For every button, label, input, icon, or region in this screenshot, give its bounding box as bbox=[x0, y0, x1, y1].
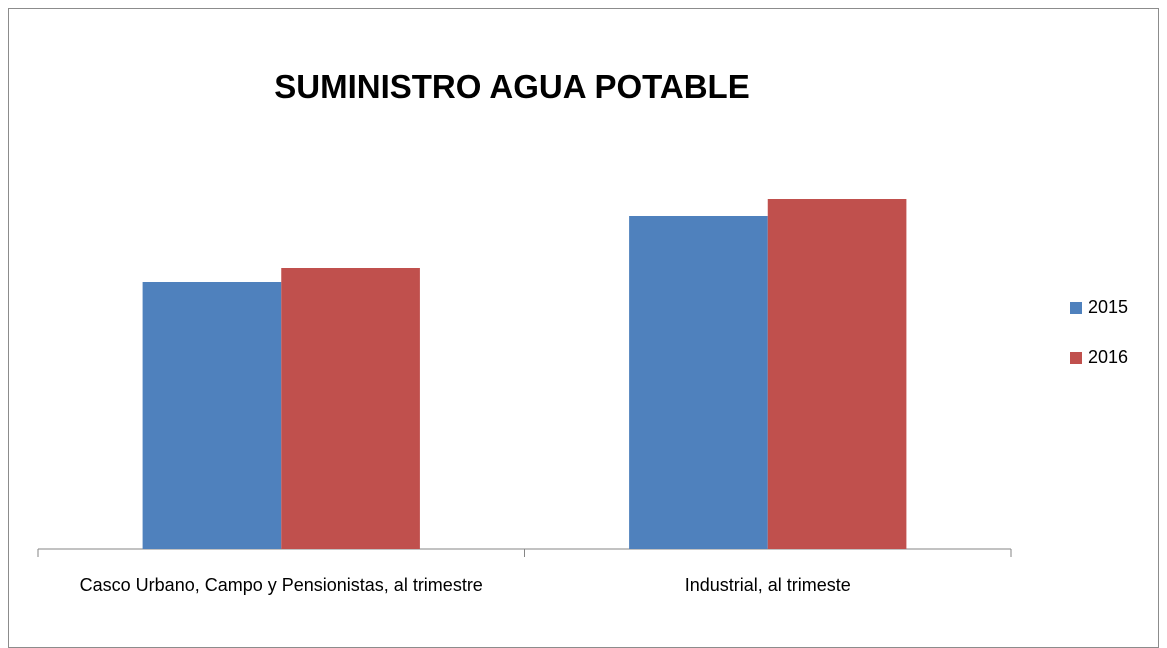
bar bbox=[281, 268, 420, 549]
x-tick-label: Industrial, al trimeste bbox=[684, 575, 851, 595]
legend-label: 2016 bbox=[1088, 347, 1128, 367]
legend-swatch bbox=[1070, 352, 1082, 364]
bar bbox=[629, 216, 768, 549]
legend-swatch bbox=[1070, 302, 1082, 314]
bar bbox=[142, 282, 282, 549]
bar bbox=[767, 199, 907, 549]
legend-label: 2015 bbox=[1088, 297, 1128, 317]
x-tick-label: Casco Urbano, Campo y Pensionistas, al t… bbox=[79, 575, 483, 595]
chart-title: SUMINISTRO AGUA POTABLE bbox=[274, 68, 749, 105]
